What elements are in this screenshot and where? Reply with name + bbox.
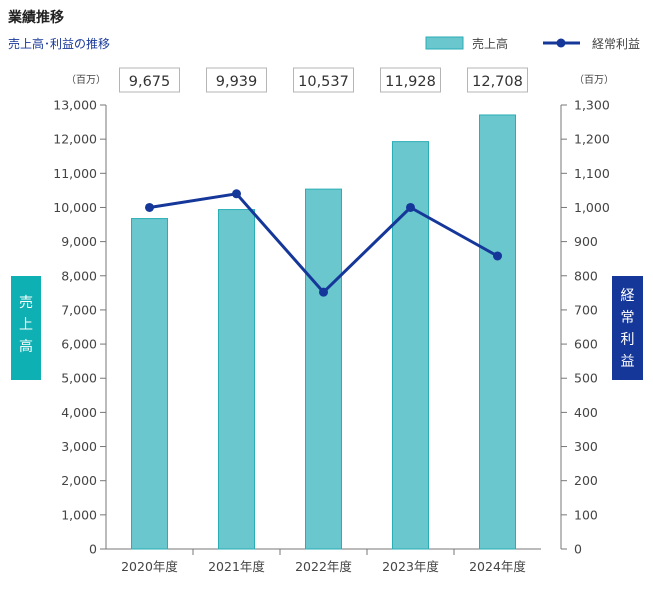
legend-bar-label: 売上高 [472,36,508,51]
line-point-2024年度 [493,251,502,261]
bar-2024年度 [479,114,516,550]
value-label-box [467,67,528,93]
value-label: 9,939 [216,74,258,90]
chart-subtitle: 売上高･利益の推移 [8,36,110,51]
right-axis-tick-label: 1,100 [574,166,610,181]
left-axis-unit: （百万） [66,74,106,86]
right-axis-char-1: 経 [621,288,635,304]
right-axis-char-4: 益 [621,354,635,370]
right-axis-badge-box [612,276,643,380]
right-axis-tick-label: 600 [574,337,598,352]
legend-line-marker [556,38,566,48]
right-axis-unit: （百万） [574,74,614,86]
right-axis-char-3: 利 [621,332,635,348]
left-axis-tick-label: 2,000 [61,473,97,488]
left-axis-tick-label: 10,000 [53,200,97,215]
bar-series [131,114,516,550]
bar-2020年度 [131,218,168,550]
axes: 0 1,000 2,000 3,000 4,000 5,000 6,000 7,000 8,00… [53,98,610,557]
right-axis-tick-label: 200 [574,473,598,488]
right-axis-tick-label: 700 [574,302,598,317]
right-axis-tick-label: 0 [574,542,582,557]
x-axis-label: 2021年度 [208,559,265,574]
right-axis-char-2: 常 [621,310,635,326]
line-series [145,189,502,297]
value-label-row: 9,675 9,939 10,537 11,928 12,708 [119,67,528,93]
left-axis-tick-label: 7,000 [61,302,97,317]
value-label: 11,928 [385,74,436,90]
legend-bar-swatch [425,36,464,50]
left-axis-tick-label: 6,000 [61,337,97,352]
left-axis-tick-label: 13,000 [53,98,97,113]
left-axis-tick-label: 3,000 [61,439,97,454]
left-axis-char-2: 上 [19,317,33,333]
line-point-2021年度 [232,189,241,199]
left-axis-tick-label: 1,000 [61,507,97,522]
line-point-2023年度 [406,202,415,212]
right-axis-tick-label: 900 [574,234,598,249]
right-axis-tick-label: 400 [574,405,598,420]
right-axis-tick-label: 300 [574,439,598,454]
bar-2023年度 [392,141,429,550]
right-axis-tick-label: 1,200 [574,132,610,147]
legend: 売上高 経常利益 [425,36,640,51]
left-axis-tick-label: 9,000 [61,234,97,249]
left-axis-char-3: 高 [19,338,33,355]
right-axis-tick-label: 500 [574,371,598,386]
x-axis-label: 2022年度 [295,559,352,574]
left-axis-tick-label: 8,000 [61,268,97,283]
value-label: 12,708 [472,74,523,90]
left-axis-tick-label: 11,000 [53,166,97,181]
x-axis-label: 2024年度 [469,559,526,574]
left-axis-char-1: 売 [19,295,33,311]
right-axis-tick-label: 800 [574,268,598,283]
left-axis-badge-box [11,276,41,380]
left-axis-badge: 売 上 高 [11,276,41,380]
value-label-box [380,67,441,93]
x-axis-label: 2023年度 [382,559,439,574]
right-axis-tick-label: 1,300 [574,98,610,113]
value-label-box [206,67,267,93]
legend-line-label: 経常利益 [592,37,640,51]
right-axis-badge: 経 常 利 益 [612,276,643,380]
x-axis-label: 2020年度 [121,559,178,574]
left-axis-tick-label: 12,000 [53,132,97,147]
value-label-box [119,67,180,93]
bar-2022年度 [305,188,342,550]
bar-2021年度 [218,209,255,550]
value-label-box [293,67,354,93]
chart-title: 業績推移 [7,9,64,26]
left-axis-tick-label: 0 [89,542,97,557]
left-axis-tick-label: 5,000 [61,371,97,386]
left-axis-tick-label: 4,000 [61,405,97,420]
right-axis-tick-label: 100 [574,507,598,522]
value-label: 10,537 [298,74,349,90]
line-point-2020年度 [145,202,154,212]
line-point-2022年度 [319,287,328,297]
x-axis-labels: 2020年度 2021年度 2022年度 2023年度 2024年度 [121,559,526,574]
value-label: 9,675 [129,74,171,90]
right-axis-tick-label: 1,000 [574,200,610,215]
